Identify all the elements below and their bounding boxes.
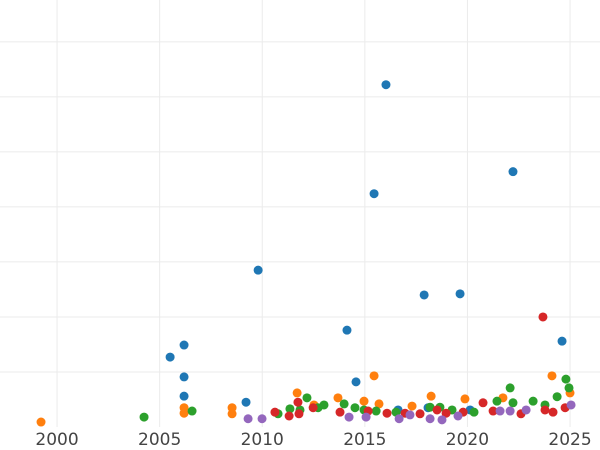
x-tick-label: 2010 — [241, 430, 284, 450]
x-tick-label: 2015 — [343, 430, 386, 450]
point — [179, 340, 189, 350]
x-tick-label: 2000 — [35, 430, 78, 450]
point — [179, 391, 189, 401]
point — [253, 265, 263, 275]
point — [495, 406, 505, 416]
point — [508, 398, 518, 408]
point — [425, 402, 435, 412]
point — [350, 403, 360, 413]
point — [187, 406, 197, 416]
point — [419, 290, 429, 300]
point — [369, 189, 379, 199]
point — [460, 394, 470, 404]
point — [437, 415, 447, 425]
point — [243, 414, 253, 424]
point — [319, 400, 329, 410]
point — [36, 417, 46, 427]
point — [335, 407, 345, 417]
point — [540, 405, 550, 415]
point — [492, 396, 502, 406]
point — [425, 414, 435, 424]
point — [432, 405, 442, 415]
point — [351, 377, 361, 387]
point — [333, 393, 343, 403]
point — [308, 403, 318, 413]
point — [241, 397, 251, 407]
point — [405, 410, 415, 420]
point — [179, 372, 189, 382]
point — [344, 412, 354, 422]
point — [453, 411, 463, 421]
point — [285, 404, 295, 414]
point — [302, 393, 312, 403]
point — [381, 80, 391, 90]
point — [382, 408, 392, 418]
point — [488, 406, 498, 416]
point — [538, 312, 548, 322]
point — [505, 406, 515, 416]
point — [564, 383, 574, 393]
point — [566, 400, 576, 410]
point — [257, 414, 267, 424]
point — [547, 371, 557, 381]
point — [293, 397, 303, 407]
point — [339, 399, 349, 409]
point — [557, 336, 567, 346]
point — [374, 399, 384, 409]
point — [521, 405, 531, 415]
point — [165, 352, 175, 362]
point — [394, 414, 404, 424]
x-tick-label: 2025 — [548, 430, 591, 450]
point — [426, 391, 436, 401]
point — [455, 289, 465, 299]
point — [342, 325, 352, 335]
point — [552, 392, 562, 402]
point — [469, 407, 479, 417]
point — [179, 408, 189, 418]
point — [528, 396, 538, 406]
point — [270, 407, 280, 417]
point — [548, 407, 558, 417]
point — [284, 411, 294, 421]
point — [561, 374, 571, 384]
point — [415, 409, 425, 419]
x-tick-label: 2020 — [446, 430, 489, 450]
point — [139, 412, 149, 422]
point — [478, 398, 488, 408]
point — [508, 167, 518, 177]
point — [441, 408, 451, 418]
x-tick-label: 2005 — [138, 430, 181, 450]
point — [359, 396, 369, 406]
point — [292, 388, 302, 398]
point — [371, 406, 381, 416]
point — [369, 371, 379, 381]
point — [361, 412, 371, 422]
point — [227, 409, 237, 419]
point — [505, 383, 515, 393]
point — [294, 409, 304, 419]
point — [407, 401, 417, 411]
